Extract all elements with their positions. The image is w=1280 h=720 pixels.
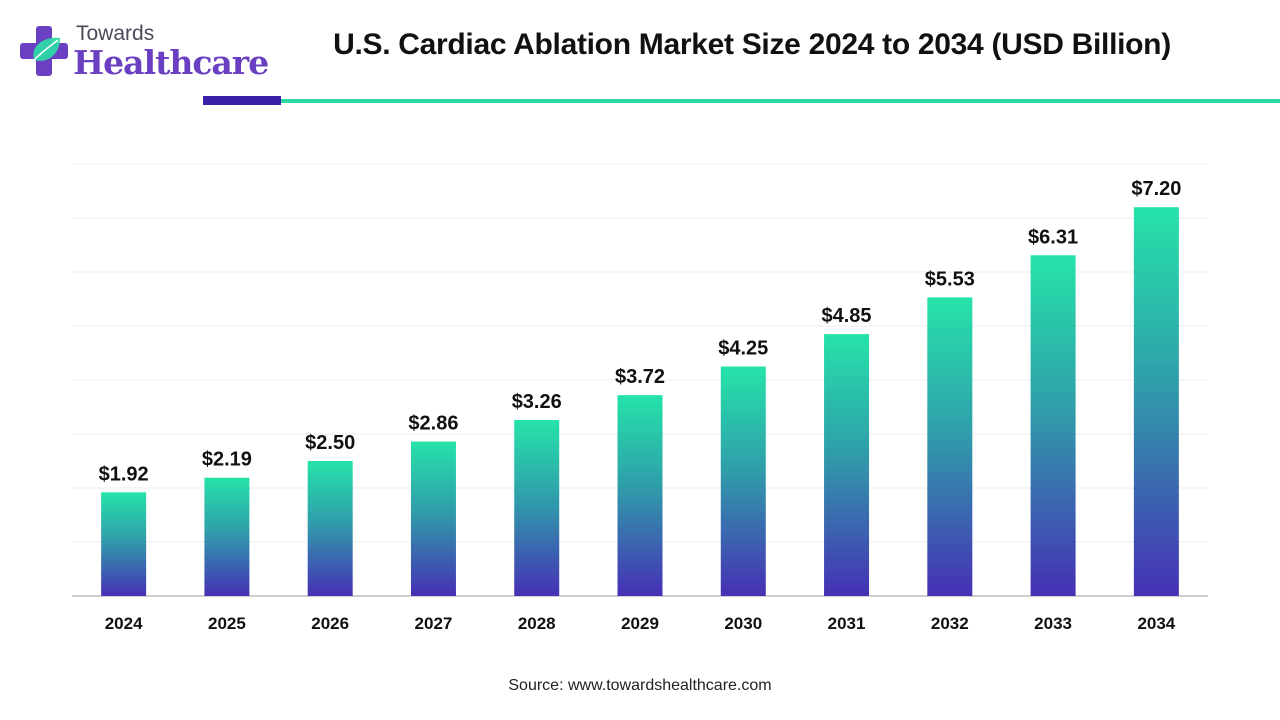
- value-label-2028: $3.26: [512, 391, 562, 413]
- bar-2024[interactable]: [101, 492, 147, 596]
- brand-name-bottom: Healthcare: [73, 43, 269, 82]
- brand-logo[interactable]: Towards Healthcare: [16, 20, 269, 84]
- accent-bar-dark: [203, 96, 281, 105]
- bar-2034[interactable]: [1133, 207, 1179, 596]
- x-tick-2030: 2030: [724, 614, 762, 633]
- chart-value-labels: $1.92 $2.19 $2.50 $2.86 $3.26 $3.72 $4.25 $4.85…: [99, 178, 1182, 485]
- chart-bars: [101, 207, 1179, 596]
- chart-x-tick-labels: 2024 2025 2026 2027 2028 2029 2030 2031 2032 2033…: [105, 614, 1176, 633]
- x-tick-2024: 2024: [105, 614, 143, 633]
- bar-2031[interactable]: [824, 334, 870, 596]
- x-tick-2032: 2032: [931, 614, 969, 633]
- value-label-2029: $3.72: [615, 366, 665, 388]
- accent-bar-teal: [281, 99, 1280, 103]
- bar-2025[interactable]: [204, 477, 250, 596]
- x-tick-2027: 2027: [415, 614, 453, 633]
- bar-2027[interactable]: [410, 441, 456, 596]
- value-label-2024: $1.92: [99, 463, 149, 485]
- value-label-2033: $6.31: [1028, 226, 1078, 248]
- brand-name-top: Towards: [76, 22, 155, 45]
- source-caption: Source: www.towardshealthcare.com: [508, 677, 772, 694]
- bar-2028[interactable]: [514, 419, 560, 596]
- bar-2033[interactable]: [1030, 255, 1076, 596]
- value-label-2027: $2.86: [408, 413, 458, 435]
- bar-2026[interactable]: [307, 461, 353, 596]
- medical-cross-icon: [20, 26, 68, 76]
- value-label-2025: $2.19: [202, 449, 252, 471]
- bar-2029[interactable]: [617, 395, 663, 596]
- value-label-2032: $5.53: [925, 268, 975, 290]
- x-tick-2029: 2029: [621, 614, 659, 633]
- value-label-2026: $2.50: [305, 432, 355, 454]
- value-label-2030: $4.25: [718, 338, 768, 360]
- x-tick-2025: 2025: [208, 614, 246, 633]
- x-tick-2033: 2033: [1034, 614, 1072, 633]
- bar-2032[interactable]: [927, 297, 973, 596]
- value-label-2031: $4.85: [822, 305, 872, 327]
- page-title: U.S. Cardiac Ablation Market Size 2024 t…: [333, 28, 1171, 61]
- x-tick-2034: 2034: [1137, 614, 1175, 633]
- x-tick-2031: 2031: [828, 614, 866, 633]
- x-tick-2028: 2028: [518, 614, 556, 633]
- bar-2030[interactable]: [720, 366, 766, 597]
- value-label-2034: $7.20: [1131, 178, 1181, 200]
- x-tick-2026: 2026: [311, 614, 349, 633]
